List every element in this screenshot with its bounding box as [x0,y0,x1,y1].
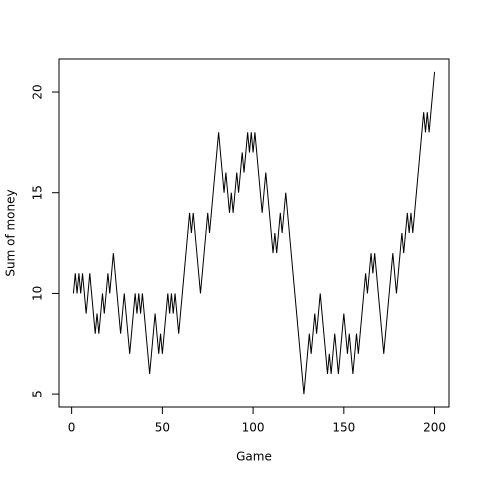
x-tick-label: 150 [332,421,355,435]
y-tick-label: 5 [31,390,45,398]
x-tick-label: 0 [68,421,76,435]
data-line [72,71,436,395]
y-axis-title: Sum of money [4,189,18,276]
y-tick-label: 10 [31,286,45,301]
y-tick-label: 20 [31,84,45,99]
x-tick-label: 50 [155,421,170,435]
y-tick-label: 15 [31,185,45,200]
x-tick-label: 100 [242,421,265,435]
x-axis-title: Game [236,450,272,464]
x-tick-label: 200 [423,421,446,435]
